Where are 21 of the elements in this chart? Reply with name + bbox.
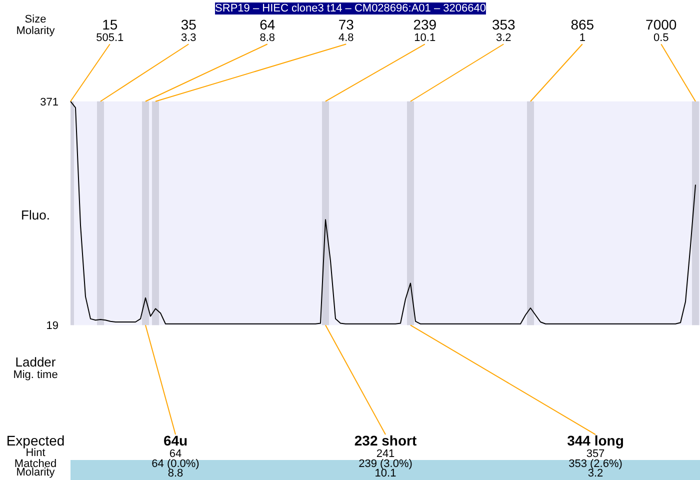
- text: Expected: [6, 432, 65, 449]
- text: 15 505.1: [96, 16, 124, 44]
- text: Hint: [26, 446, 46, 459]
- text: 64 8.8: [260, 16, 276, 44]
- text: Molarity: [16, 24, 56, 37]
- text: 64u 64 64 (0.0%) 8.8: [152, 432, 200, 480]
- chart-title: SRP19 – HIEC clone3 t14 – CM028696:A01 – 3206640: [215, 2, 486, 14]
- text: 865 1: [570, 16, 594, 44]
- text: Mig. time: [13, 369, 58, 382]
- text: 239 10.1: [413, 16, 437, 44]
- text: 73 4.8: [338, 16, 354, 44]
- text: Ladder: [15, 354, 56, 370]
- text: 35 3.3: [180, 16, 197, 44]
- y-axis-title: Fluo.: [21, 207, 50, 222]
- y-tick-label: 371: [40, 96, 59, 108]
- y-tick-label: 19: [46, 320, 59, 332]
- text: Size: [24, 14, 46, 26]
- text: 344 long 357 353 (2.6%) 3.2: [567, 432, 624, 480]
- text: 353 3.2: [492, 16, 516, 44]
- text: 7000 0.5: [646, 16, 677, 44]
- text: 232 short 241 239 (3.0%) 10.1: [354, 432, 417, 480]
